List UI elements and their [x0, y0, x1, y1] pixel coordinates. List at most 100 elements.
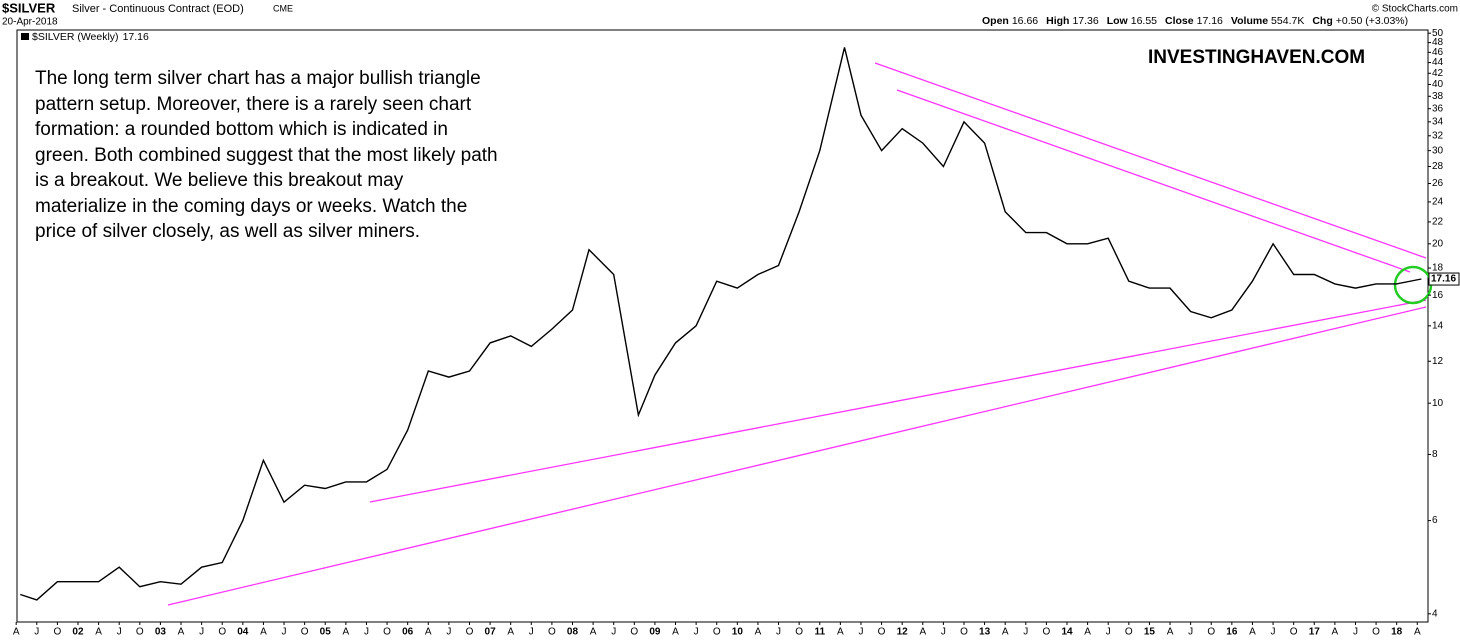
trendline — [369, 299, 1427, 503]
x-tick-label: 05 — [320, 627, 332, 638]
x-tick-label: 02 — [72, 627, 84, 638]
y-tick-label: 44 — [1432, 57, 1444, 68]
legend-name: $SILVER (Weekly) — [32, 31, 119, 43]
x-tick-label: J — [282, 627, 287, 638]
x-tick-label: 13 — [979, 627, 991, 638]
x-tick-label: A — [1002, 627, 1009, 638]
quote: Open 16.66 High 17.36 Low 16.55 Close 17.16 Volu… — [982, 15, 1408, 27]
x-tick-label: J — [694, 627, 699, 638]
y-tick-label: 48 — [1432, 37, 1444, 48]
y-tick-label: 12 — [1432, 356, 1444, 367]
y-tick-label: 42 — [1432, 68, 1444, 79]
x-tick-label: O — [548, 627, 556, 638]
y-tick-label: 4 — [1432, 608, 1438, 619]
x-tick-label: O — [53, 627, 61, 638]
quote-label: High — [1046, 15, 1069, 27]
x-tick-label: A — [837, 627, 844, 638]
annotation-line: price of silver closely, as well as silv… — [35, 221, 421, 242]
x-tick-label: O — [630, 627, 638, 638]
trendline — [167, 306, 1427, 606]
x-tick-label: J — [529, 627, 534, 638]
x-tick-label: O — [1207, 627, 1215, 638]
x-tick-label: A — [1167, 627, 1174, 638]
x-tick-label: O — [713, 627, 721, 638]
last-price-box — [1428, 272, 1460, 286]
y-tick-label: 10 — [1432, 398, 1444, 409]
x-tick-label: J — [1271, 627, 1276, 638]
x-tick-label: J — [941, 627, 946, 638]
y-tick-label: 30 — [1432, 145, 1444, 156]
legend-swatch — [21, 33, 29, 40]
y-tick-label: 32 — [1432, 130, 1444, 141]
annotation-line: The long term silver chart has a major b… — [35, 68, 481, 89]
x-tick-label: A — [507, 627, 514, 638]
date: 20-Apr-2018 — [2, 17, 58, 28]
x-tick-label: A — [13, 627, 20, 638]
x-tick-label: O — [795, 627, 803, 638]
x-tick-label: A — [1414, 627, 1421, 638]
quote-label: Open — [982, 15, 1009, 27]
symbol: $SILVER — [2, 0, 56, 15]
y-tick-label: 50 — [1432, 28, 1444, 39]
x-tick-label: 10 — [732, 627, 744, 638]
annotation-line: is a breakout. We believe this breakout … — [35, 170, 404, 191]
x-tick-label: J — [446, 627, 451, 638]
price-line — [20, 47, 1422, 601]
description: Silver - Continuous Contract (EOD) — [72, 3, 244, 15]
legend-value: 17.16 — [123, 31, 149, 43]
x-tick-label: J — [776, 627, 781, 638]
annotation-line: formation: a rounded bottom which is ind… — [35, 119, 448, 140]
exchange: CME — [273, 3, 293, 13]
x-tick-label: O — [1043, 627, 1051, 638]
y-tick-label: 16 — [1432, 290, 1444, 301]
x-tick-label: O — [136, 627, 144, 638]
x-tick-label: J — [117, 627, 122, 638]
x-tick-label: A — [343, 627, 350, 638]
x-tick-label: 12 — [897, 627, 909, 638]
x-tick-label: O — [1125, 627, 1133, 638]
x-tick-label: A — [1249, 627, 1256, 638]
y-tick-label: 20 — [1432, 238, 1444, 249]
x-tick-label: 16 — [1226, 627, 1238, 638]
x-tick-label: J — [1188, 627, 1193, 638]
x-tick-label: A — [1084, 627, 1091, 638]
x-tick-label: A — [590, 627, 597, 638]
x-tick-label: 15 — [1144, 627, 1156, 638]
y-tick-label: 22 — [1432, 217, 1444, 228]
annotation-line: green. Both combined suggest that the mo… — [35, 144, 498, 166]
quote-label: Volume — [1231, 15, 1268, 27]
y-tick-label: 6 — [1432, 515, 1438, 526]
x-tick-label: A — [1332, 627, 1339, 638]
trendline — [896, 89, 1411, 273]
annotation-line: materialize in the coming days or weeks.… — [35, 195, 468, 217]
x-tick-label: 07 — [485, 627, 497, 638]
y-tick-label: 8 — [1432, 449, 1438, 460]
quote-value: 554.7K — [1271, 15, 1304, 27]
y-tick-label: 38 — [1432, 91, 1444, 102]
y-tick-label: 14 — [1432, 320, 1444, 331]
x-tick-label: A — [95, 627, 102, 638]
x-tick-label: O — [960, 627, 968, 638]
x-tick-label: O — [218, 627, 226, 638]
quote-value: +0.50 (+3.03%) — [1336, 15, 1408, 27]
x-tick-label: J — [1353, 627, 1358, 638]
x-tick-label: O — [383, 627, 391, 638]
x-tick-label: J — [364, 627, 369, 638]
x-tick-label: A — [425, 627, 432, 638]
x-tick-label: 09 — [649, 627, 661, 638]
x-tick-label: 03 — [155, 627, 167, 638]
quote-value: 17.16 — [1197, 15, 1223, 27]
x-tick-label: A — [919, 627, 926, 638]
x-tick-label: A — [260, 627, 267, 638]
x-tick-label: 17 — [1309, 627, 1321, 638]
x-tick-label: 04 — [237, 627, 249, 638]
quote-label: Low — [1107, 15, 1129, 27]
x-tick-label: O — [466, 627, 474, 638]
x-tick-label: 08 — [567, 627, 579, 638]
x-tick-label: 14 — [1061, 627, 1073, 638]
quote-value: 16.55 — [1131, 15, 1157, 27]
x-tick-label: J — [858, 627, 863, 638]
x-tick-label: O — [1372, 627, 1380, 638]
